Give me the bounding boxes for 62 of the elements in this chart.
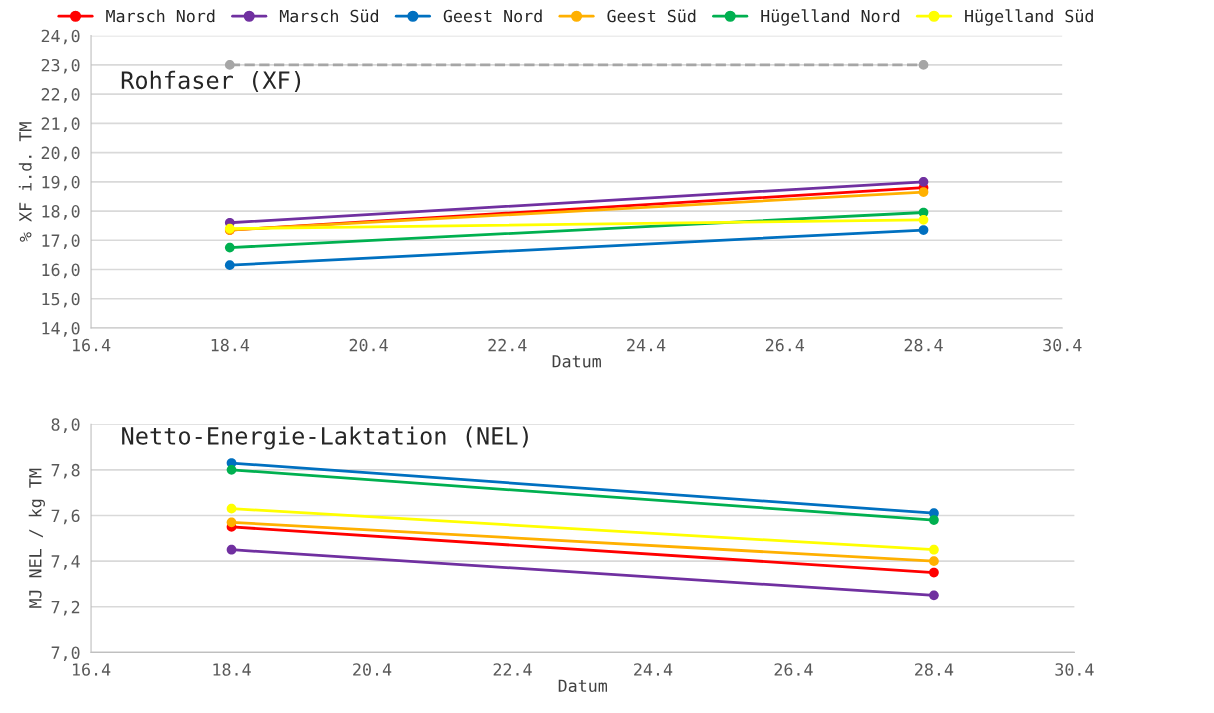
x-tick-label: 22.4 — [488, 338, 527, 352]
point — [929, 515, 939, 525]
x-tick-label: 20.4 — [353, 663, 392, 676]
x-tick-label: 30.4 — [1055, 663, 1094, 676]
legend-label: Hügelland Süd — [965, 9, 1093, 26]
legend-label: Geest Nord — [443, 9, 542, 23]
y-tick-label: 7,8 — [51, 463, 80, 479]
y-tick-label: 7,6 — [51, 509, 80, 525]
legend-label: Marsch Süd — [279, 9, 379, 23]
text: Rohfaser (XF) — [121, 70, 301, 92]
x-tick-label: 26.4 — [774, 663, 813, 676]
x-axis-title: Datum — [552, 355, 601, 368]
y-tick-label: 18,0 — [42, 205, 80, 220]
point — [929, 567, 939, 578]
point — [918, 60, 929, 70]
x-tick-label: 24.4 — [627, 338, 666, 352]
legend-label: Marsch Nord — [106, 9, 215, 23]
point — [918, 187, 929, 197]
point — [918, 214, 929, 225]
y-tick-label: 8,0 — [51, 418, 80, 433]
point — [226, 517, 237, 528]
point — [226, 503, 237, 514]
point — [929, 544, 939, 555]
x-tick-label: 20.4 — [349, 338, 388, 352]
y-tick-label: 7,4 — [51, 555, 80, 570]
point — [224, 60, 235, 70]
x-tick-label: 16.4 — [72, 338, 111, 352]
x-tick-label: 18.4 — [211, 338, 250, 352]
x-tick-label: 16.4 — [72, 663, 111, 676]
y-tick-label: 19,0 — [42, 175, 80, 191]
y-tick-label: 21,0 — [41, 117, 80, 133]
point — [226, 465, 237, 475]
y-tick-label: 15,0 — [42, 292, 80, 308]
x-tick-label: 28.4 — [904, 338, 943, 352]
chart-title: Netto-Energie-Laktation (NEL) — [122, 426, 528, 450]
x-axis-title: Datum — [558, 679, 608, 693]
legend-label: Hügelland Nord — [761, 9, 900, 26]
legend-label: Geest Süd — [607, 9, 696, 23]
x-tick-label: 28.4 — [915, 663, 954, 676]
y-tick-label: 23,0 — [41, 58, 80, 74]
point — [918, 176, 929, 187]
point — [929, 590, 939, 601]
y-tick-label: 7,2 — [51, 600, 80, 616]
x-tick-label: 30.4 — [1043, 338, 1082, 352]
x-tick-label: 26.4 — [765, 338, 805, 352]
x-tick-label: 24.4 — [634, 663, 673, 676]
point — [224, 260, 235, 270]
x-tick-label: 22.4 — [493, 663, 532, 676]
y-axis-title: % XF i.d. TM — [18, 122, 32, 242]
point — [918, 225, 929, 235]
y-tick-label: 16,0 — [42, 263, 80, 279]
y-tick-label: 17,0 — [42, 234, 80, 249]
y-tick-label: 20,0 — [41, 146, 80, 162]
y-tick-label: 24,0 — [41, 29, 80, 45]
y-tick-label: 22,0 — [41, 88, 80, 103]
x-tick-label: 18.4 — [213, 663, 251, 676]
point — [224, 242, 235, 253]
y-tick-label: 14,0 — [42, 321, 80, 337]
point — [929, 556, 939, 566]
y-tick-label: 7,0 — [51, 646, 80, 662]
y-axis-title: MJ NEL / kg TM — [28, 468, 45, 608]
point — [226, 544, 237, 555]
